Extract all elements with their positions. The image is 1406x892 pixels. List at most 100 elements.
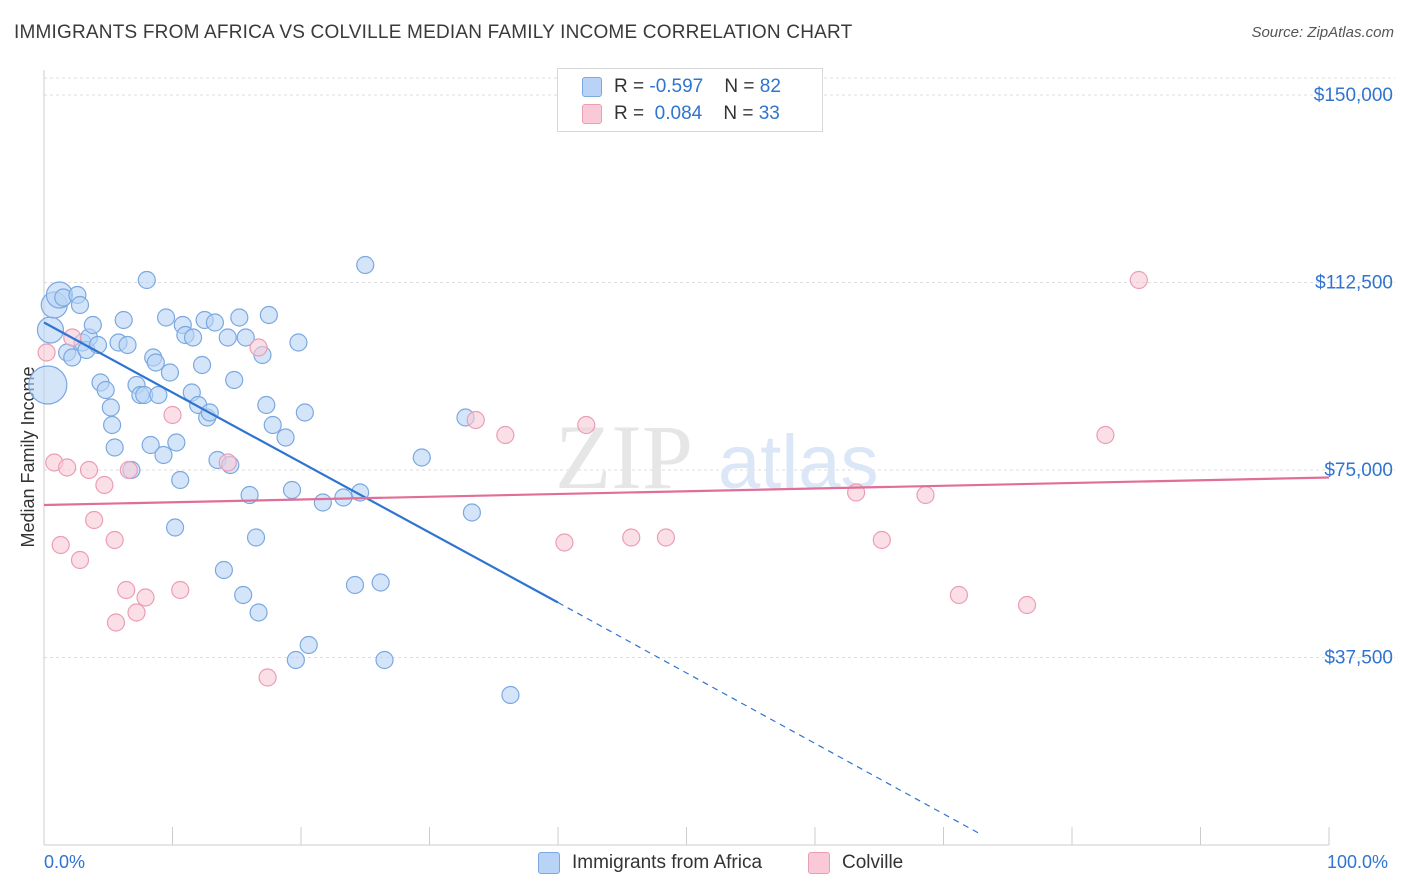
legend-label-africa: Immigrants from Africa (572, 852, 763, 873)
africa-point (218, 328, 237, 347)
africa-point (240, 485, 259, 505)
r-value-africa: -0.597 (649, 76, 704, 97)
colville-trend-line (43, 476, 1330, 507)
colville-point (58, 458, 77, 477)
africa-point (259, 305, 278, 325)
legend-label-colville: Colville (842, 852, 904, 873)
r-label: R = (614, 103, 650, 124)
africa-point (149, 385, 168, 405)
africa-point (101, 398, 120, 417)
africa-point (167, 433, 186, 452)
africa-point (289, 333, 308, 352)
africa-point (371, 573, 390, 592)
colville-point (106, 613, 126, 632)
colville-point (51, 535, 70, 555)
colville-point (466, 410, 485, 430)
legend-item-africa[interactable]: Immigrants from Africa (538, 852, 762, 874)
colville-point (105, 530, 124, 550)
africa-point (103, 415, 122, 435)
africa-point (205, 313, 225, 332)
africa-point (246, 528, 266, 547)
colville-point (95, 475, 114, 495)
colville-point (949, 585, 969, 605)
africa-point (234, 585, 253, 605)
africa-point (171, 470, 190, 490)
series-legend: Immigrants from Africa Colville (0, 852, 1406, 878)
colville-point (496, 425, 515, 445)
r-label: R = (614, 76, 650, 97)
africa-point (313, 493, 332, 512)
africa-point (137, 270, 156, 290)
colville-point (171, 580, 190, 600)
n-label: N = (723, 103, 759, 124)
source-label: Source: ZipAtlas.com (1251, 24, 1394, 41)
africa-point (141, 435, 160, 455)
y-tick-label: $37,500 (1324, 648, 1393, 669)
africa-point (295, 403, 314, 422)
africa-point (282, 480, 302, 500)
africa-point (183, 328, 203, 347)
x-tick-label-min: 0.0% (44, 852, 86, 872)
n-value-africa: 82 (759, 76, 781, 97)
chart-title: IMMIGRANTS FROM AFRICA VS COLVILLE MEDIA… (14, 22, 853, 43)
colville-point (37, 343, 56, 362)
africa-point (214, 560, 233, 580)
africa-point (146, 353, 165, 372)
colville-point (127, 603, 146, 622)
africa-trend-line (43, 321, 559, 604)
colville-point (258, 668, 277, 687)
legend-swatch-colville (808, 852, 830, 874)
africa-trend-extension (557, 601, 983, 836)
africa-point (375, 650, 394, 670)
africa-point (276, 428, 295, 447)
africa-point (114, 310, 133, 330)
colville-point (872, 530, 891, 550)
africa-point (63, 348, 82, 367)
africa-point (118, 335, 137, 355)
colville-point (117, 580, 136, 600)
africa-point (263, 415, 282, 435)
colville-point (555, 533, 574, 552)
africa-point (299, 635, 318, 655)
africa-point (160, 363, 180, 382)
colville-point (249, 338, 268, 357)
colville-point (119, 460, 138, 480)
africa-point (249, 603, 268, 622)
africa-point (286, 650, 305, 670)
colville-point (70, 550, 90, 570)
y-tick-label: $150,000 (1314, 85, 1393, 106)
r-value-colville: 0.084 (654, 103, 703, 124)
stats-legend: R = -0.597 N = 82 R = 0.084 N = 33 (557, 68, 823, 132)
colville-point (136, 588, 155, 607)
colville-point (656, 528, 676, 547)
africa-point (192, 355, 212, 375)
legend-item-colville[interactable]: Colville (808, 852, 903, 874)
africa-point (96, 380, 115, 400)
legend-swatch-africa (538, 852, 560, 874)
africa-point (257, 395, 276, 415)
colville-point (1096, 425, 1115, 445)
africa-point (105, 438, 124, 457)
africa-point (501, 685, 520, 705)
colville-point (85, 510, 104, 530)
colville-point (163, 405, 182, 425)
africa-point (165, 518, 185, 537)
africa-point (83, 315, 102, 335)
colville-point (916, 485, 935, 505)
africa-point (345, 575, 365, 595)
y-tick-label: $75,000 (1324, 460, 1393, 481)
n-value-colville: 33 (758, 103, 780, 124)
africa-point (156, 308, 176, 327)
africa-point (230, 308, 249, 327)
africa-point (236, 328, 255, 347)
legend-swatch-colville (582, 104, 602, 124)
colville-point (622, 528, 641, 547)
colville-point (1129, 270, 1148, 290)
colville-point (218, 453, 237, 472)
africa-point (462, 503, 482, 522)
africa-point (70, 295, 90, 315)
n-label: N = (724, 76, 760, 97)
y-tick-label: $112,500 (1315, 273, 1393, 294)
africa-point (28, 365, 68, 405)
